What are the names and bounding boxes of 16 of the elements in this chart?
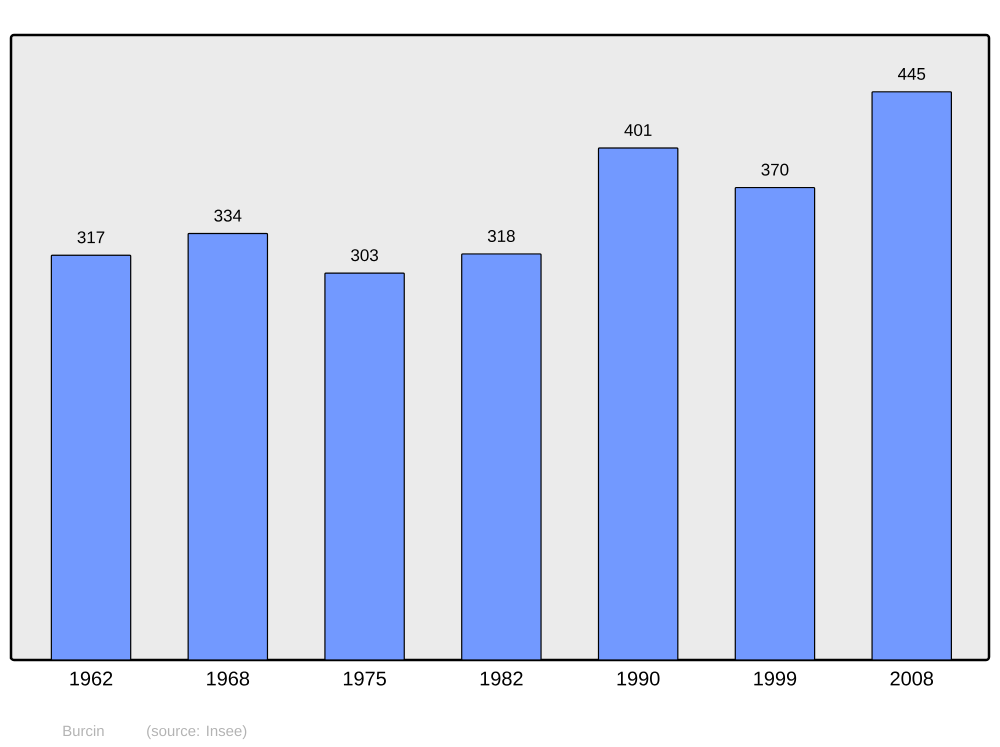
x-tick-label: 1982: [480, 672, 523, 686]
data-label: 370: [761, 164, 788, 176]
data-label: 318: [488, 230, 515, 242]
x-tick-label: 2008: [890, 672, 934, 686]
data-label: 445: [898, 68, 926, 80]
x-tick-label: 1975: [344, 672, 386, 686]
data-label: 317: [78, 231, 104, 244]
data-label: 401: [624, 124, 652, 136]
x-tick-label: 1968: [207, 672, 250, 686]
x-tick-label: 1990: [618, 672, 660, 686]
x-tick-label: 1962: [70, 672, 112, 686]
text: (source: Insee): [147, 725, 246, 740]
x-tick-label: 1999: [754, 672, 796, 686]
data-label: 334: [214, 210, 242, 222]
text: Burcin: [63, 725, 104, 736]
data-label: 303: [351, 249, 378, 262]
